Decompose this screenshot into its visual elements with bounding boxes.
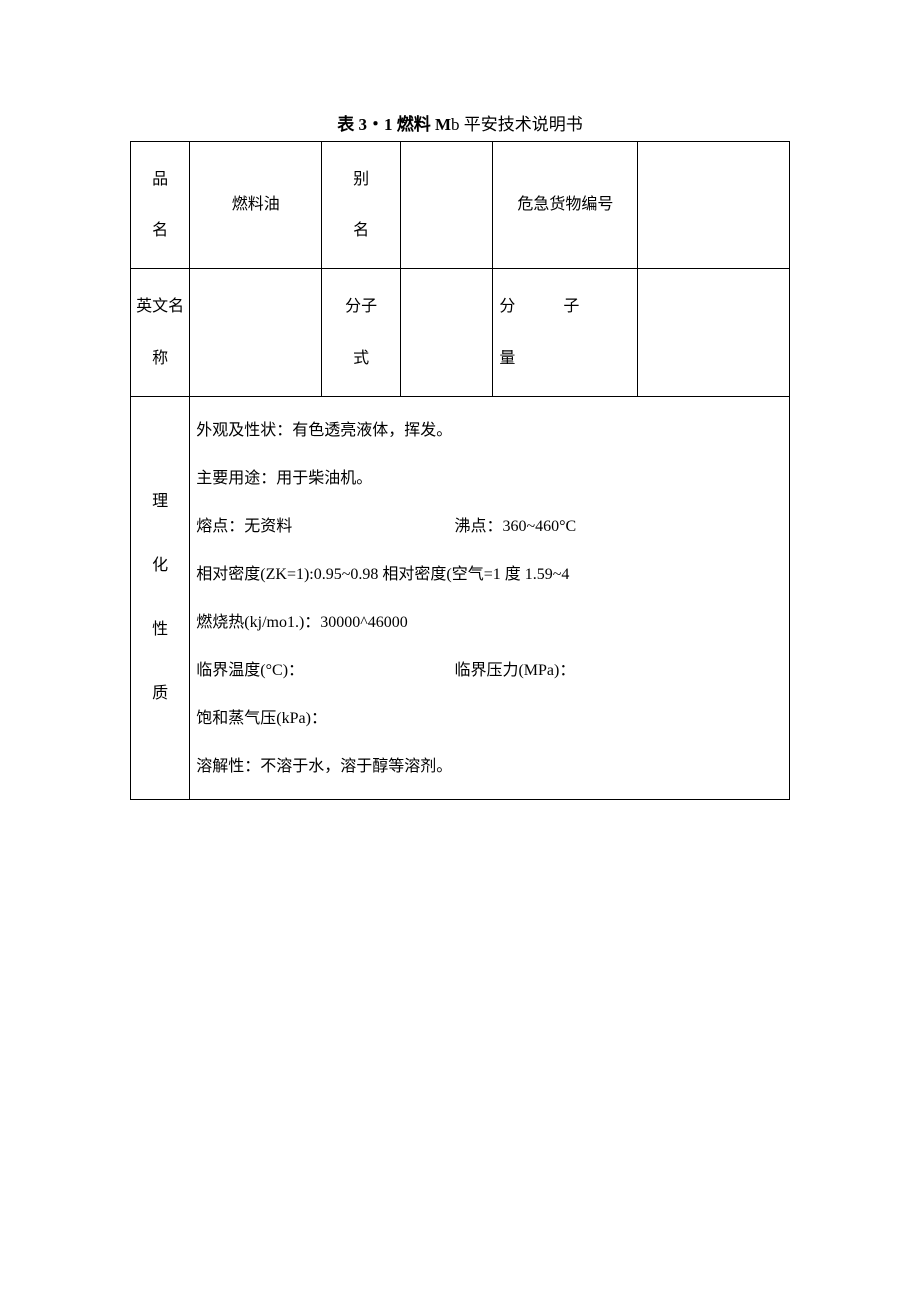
- hazmat-label: 危急货物编号: [493, 142, 638, 269]
- name-value: 燃料油: [190, 142, 322, 269]
- solubility-line: 溶解性：不溶于水，溶于醇等溶剂。: [196, 743, 783, 791]
- name-label: 品名: [131, 142, 190, 269]
- title-suffix: 平安技术说明书: [460, 115, 583, 134]
- title-prefix: 表 3・1 燃料 M: [337, 115, 451, 134]
- density-line: 相对密度(ZK=1):0.95~0.98 相对密度(空气=1 度 1.59~4: [196, 551, 783, 599]
- formula-value: [401, 269, 493, 396]
- en-name-value: [190, 269, 322, 396]
- melt-boil-line: 熔点：无资料 沸点：360~460°C: [196, 503, 783, 551]
- formula-label: 分子式: [322, 269, 401, 396]
- critical-pressure: 临界压力(MPa)：: [454, 647, 783, 695]
- appearance-line: 外观及性状：有色透亮液体，挥发。: [196, 407, 783, 455]
- boiling-point: 沸点：360~460°C: [454, 503, 783, 551]
- mw-label: 分 子量: [493, 269, 638, 396]
- en-name-label: 英文名称: [131, 269, 190, 396]
- table-row: 英文名称 分子式 分 子量: [131, 269, 790, 396]
- props-section-label: 理化性质: [131, 396, 190, 799]
- combustion-line: 燃烧热(kj/mo1.)：30000^46000: [196, 599, 783, 647]
- critical-temp: 临界温度(°C)：: [196, 647, 454, 695]
- alias-label: 别名: [322, 142, 401, 269]
- page-title: 表 3・1 燃料 Mb 平安技术说明书: [130, 110, 790, 135]
- mw-value: [638, 269, 790, 396]
- table-row: 理化性质 外观及性状：有色透亮液体，挥发。 主要用途：用于柴油机。 熔点：无资料…: [131, 396, 790, 799]
- critical-line: 临界温度(°C)： 临界压力(MPa)：: [196, 647, 783, 695]
- title-mid: b: [451, 115, 460, 134]
- table-row: 品名 燃料油 别名 危急货物编号: [131, 142, 790, 269]
- props-body: 外观及性状：有色透亮液体，挥发。 主要用途：用于柴油机。 熔点：无资料 沸点：3…: [190, 396, 790, 799]
- spec-table: 品名 燃料油 别名 危急货物编号 英文名称 分子式 分 子量 理化性质 外观及性…: [130, 141, 790, 800]
- sat-vapor-line: 饱和蒸气压(kPa)：: [196, 695, 783, 743]
- melting-point: 熔点：无资料: [196, 503, 454, 551]
- usage-line: 主要用途：用于柴油机。: [196, 455, 783, 503]
- hazmat-value: [638, 142, 790, 269]
- alias-value: [401, 142, 493, 269]
